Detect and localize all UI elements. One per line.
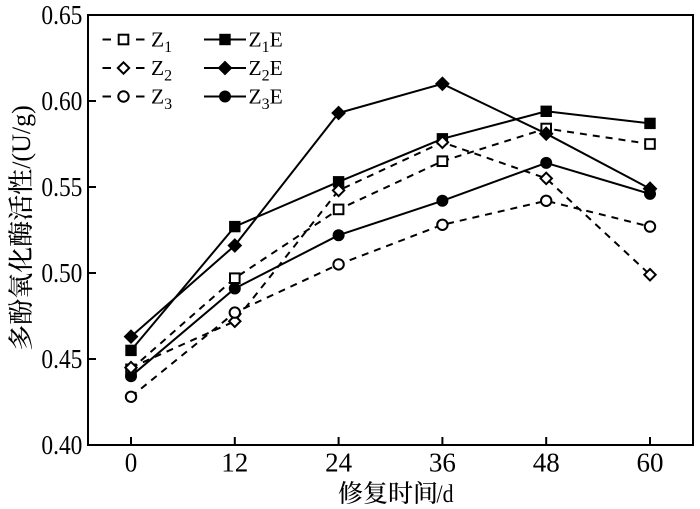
svg-text:0.45: 0.45 bbox=[41, 344, 82, 374]
svg-text:/(U/g): /(U/g) bbox=[7, 105, 36, 169]
svg-text:36: 36 bbox=[429, 448, 456, 478]
svg-text:0.50: 0.50 bbox=[41, 258, 82, 288]
svg-text:60: 60 bbox=[637, 448, 664, 478]
svg-text:0.55: 0.55 bbox=[41, 172, 82, 202]
svg-text:Z3E: Z3E bbox=[249, 85, 283, 114]
svg-text:0: 0 bbox=[125, 448, 138, 478]
svg-text:12: 12 bbox=[221, 448, 248, 478]
svg-text:48: 48 bbox=[533, 448, 560, 478]
svg-text:0.65: 0.65 bbox=[41, 0, 82, 30]
svg-text:0.40: 0.40 bbox=[41, 430, 82, 460]
svg-text:0.60: 0.60 bbox=[41, 86, 82, 116]
svg-text:24: 24 bbox=[325, 448, 353, 478]
svg-text:Z2E: Z2E bbox=[249, 56, 283, 85]
svg-text:/d: /d bbox=[437, 481, 454, 508]
